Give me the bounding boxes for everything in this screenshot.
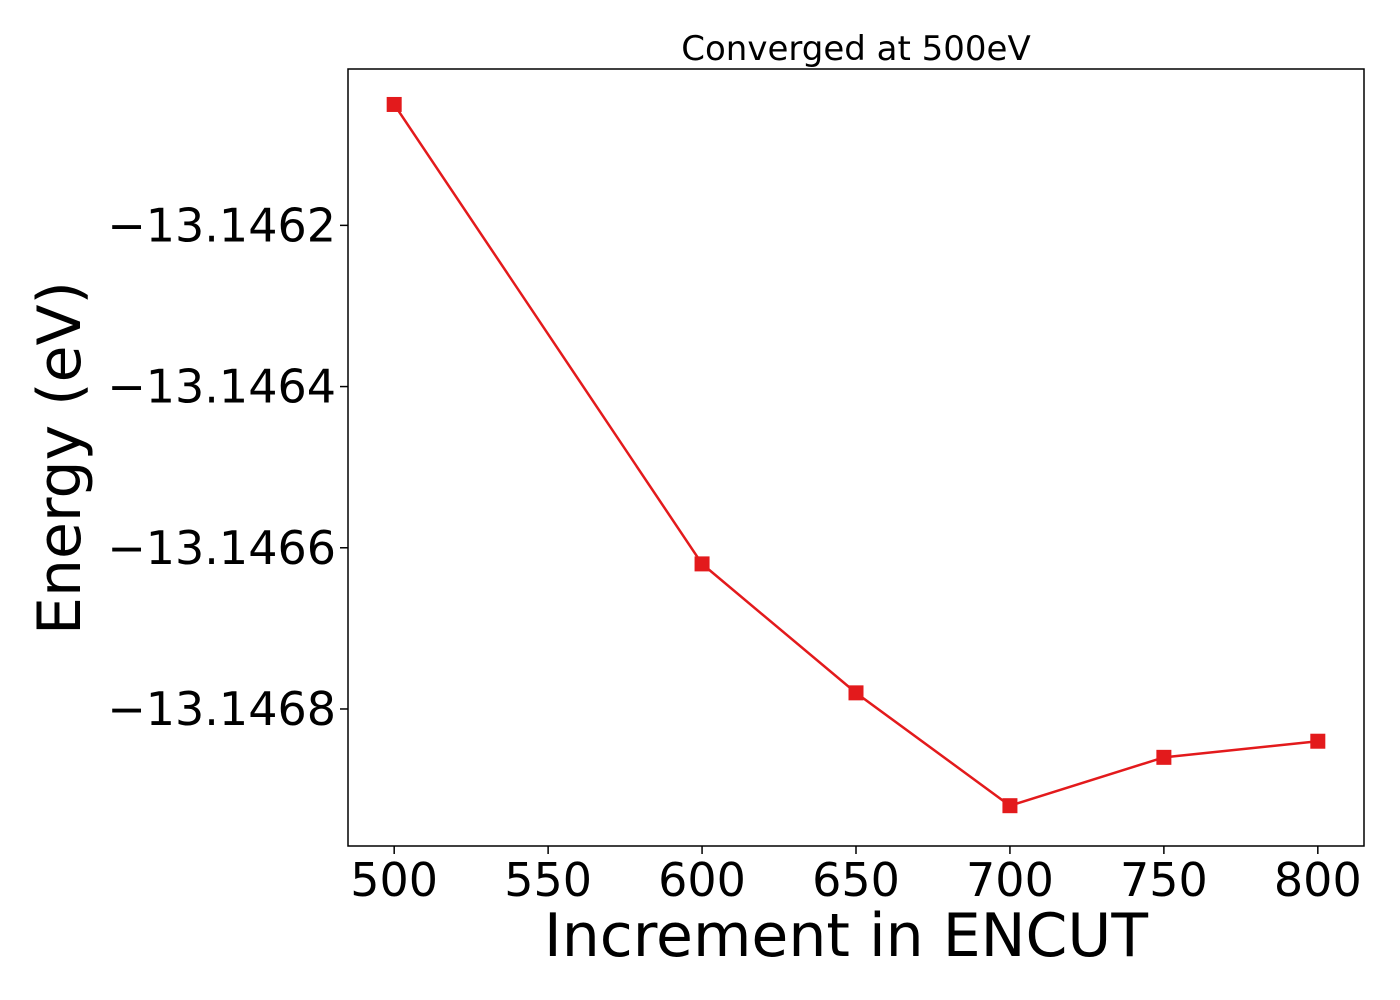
y-tick-label: −13.1466 bbox=[107, 521, 336, 575]
data-point-marker bbox=[1310, 733, 1326, 749]
x-tick-label: 750 bbox=[1120, 853, 1208, 907]
data-point-marker bbox=[1002, 798, 1018, 814]
x-tick-label: 700 bbox=[966, 853, 1054, 907]
chart-title: Converged at 500eV bbox=[681, 29, 1030, 69]
x-tick-label: 500 bbox=[350, 853, 438, 907]
x-tick-label: 600 bbox=[658, 853, 746, 907]
x-tick-label: 800 bbox=[1274, 853, 1362, 907]
x-axis: 500 550 600 650 700 750 800 bbox=[350, 846, 1362, 907]
data-point-marker bbox=[386, 96, 402, 112]
data-point-marker bbox=[1156, 749, 1172, 765]
x-tick-label: 650 bbox=[812, 853, 900, 907]
y-tick-label: −13.1462 bbox=[107, 198, 336, 252]
data-point-marker bbox=[848, 685, 864, 701]
series-line bbox=[393, 103, 1318, 808]
x-axis-label: Increment in ENCUT bbox=[544, 901, 1148, 971]
y-tick-label: −13.1464 bbox=[107, 360, 336, 414]
y-axis-label: Energy (eV) bbox=[25, 281, 95, 635]
plot-area bbox=[386, 96, 1326, 814]
y-tick-label: −13.1468 bbox=[107, 682, 336, 736]
data-point-marker bbox=[694, 556, 710, 572]
x-tick-label: 550 bbox=[504, 853, 592, 907]
y-axis: −13.1462 −13.1464 −13.1466 −13.1468 bbox=[107, 198, 348, 736]
